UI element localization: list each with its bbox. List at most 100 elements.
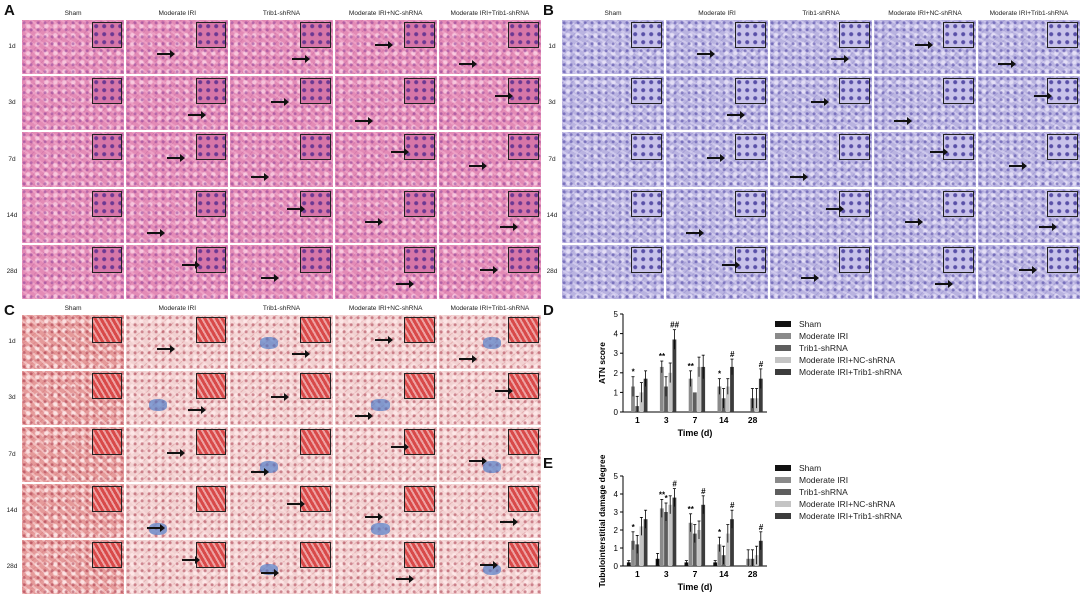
micrograph-tile: [562, 244, 664, 299]
chart-tubulointerstitial-damage-legend: Sham Moderate IRI Trib1-shRNA Moderate IRI+…: [775, 462, 902, 522]
arrow-marker: [1039, 223, 1058, 232]
micrograph-tile: [230, 315, 333, 370]
micrograph-tile: [126, 132, 229, 187]
panel-letter-b: B: [543, 2, 554, 19]
magnified-inset: [508, 317, 539, 343]
legend-label: Moderate IRI+Trib1-shRNA: [799, 367, 902, 377]
x-axis-label: Time (d): [678, 582, 713, 592]
micrograph-tile: [334, 539, 437, 594]
legend-swatch: [775, 357, 791, 363]
micrograph-tile: [334, 371, 437, 426]
bar: [672, 497, 677, 566]
bar: [701, 504, 706, 566]
significance-mark: **: [659, 352, 666, 361]
legend-swatch: [775, 489, 791, 495]
arrow-marker: [365, 513, 384, 522]
legend-swatch: [775, 369, 791, 375]
legend-label: Sham: [799, 319, 822, 329]
row-label: 14d: [6, 506, 18, 514]
y-axis-label: ATN score: [597, 342, 607, 384]
magnified-inset: [299, 190, 331, 217]
magnified-inset: [404, 246, 435, 273]
bar: [664, 512, 668, 566]
magnified-inset: [299, 246, 331, 273]
legend-label: Moderate IRI: [799, 475, 849, 485]
micrograph-tile: [22, 427, 125, 482]
bar: [684, 562, 689, 566]
magnified-inset: [91, 373, 123, 400]
significance-mark: *: [632, 368, 636, 377]
magnified-inset: [299, 317, 331, 343]
micrograph-tile: [230, 371, 333, 426]
magnified-inset: [943, 246, 974, 273]
significance-mark: #: [759, 523, 764, 532]
arrow-marker: [459, 355, 478, 364]
micrograph-tile: [438, 244, 541, 299]
significance-mark: #: [672, 480, 677, 489]
arrow-marker: [187, 406, 206, 415]
micrograph-tile: [666, 132, 768, 187]
arrow-marker: [182, 260, 201, 269]
row-label: 7d: [8, 450, 16, 458]
magnified-inset: [91, 134, 123, 161]
arrow-marker: [390, 148, 409, 157]
magnified-inset: [735, 190, 766, 217]
legend-swatch: [775, 333, 791, 339]
legend-item: Moderate IRI+Trib1-shRNA: [775, 510, 902, 522]
arrow-marker: [156, 344, 175, 353]
bar: [725, 386, 730, 412]
y-tick-label: 3: [614, 508, 619, 517]
micrograph-tile: [334, 20, 437, 75]
significance-mark: #: [759, 360, 764, 369]
arrow-marker: [469, 456, 488, 465]
column-header: Trib1-shRNA: [262, 10, 301, 17]
micrograph-tile: [22, 483, 125, 538]
micrograph-panel-masson: Sham Moderate IRI Trib1-shRNA Moderate IRI+…: [7, 305, 541, 594]
column-header: Moderate IRI+Trib1-shRNA: [450, 305, 530, 312]
magnified-inset: [195, 373, 227, 400]
magnified-inset: [91, 429, 123, 456]
micrograph-tile: [22, 371, 125, 426]
arrow-marker: [395, 574, 414, 583]
significance-mark: *: [632, 523, 636, 532]
fibrosis-blue-patch: [371, 523, 390, 536]
x-tick-label: 14: [719, 415, 729, 425]
magnified-inset: [631, 134, 662, 161]
y-tick-label: 1: [614, 544, 619, 553]
legend-label: Moderate IRI+NC-shRNA: [799, 355, 896, 365]
magnified-inset: [735, 22, 766, 48]
x-tick-label: 1: [635, 415, 640, 425]
y-tick-label: 4: [614, 330, 619, 339]
legend-item: Moderate IRI+NC-shRNA: [775, 498, 902, 510]
magnified-inset: [943, 22, 974, 48]
magnified-inset: [91, 541, 123, 568]
magnified-inset: [735, 134, 766, 161]
micrograph-tile: [666, 188, 768, 243]
legend-swatch: [775, 345, 791, 351]
row-label: 14d: [546, 211, 558, 219]
bar: [659, 366, 664, 412]
panel-letter-c: C: [4, 302, 15, 319]
magnified-inset: [404, 78, 435, 105]
bar: [631, 540, 635, 566]
arrow-marker: [727, 111, 746, 120]
magnified-inset: [195, 317, 227, 343]
magnified-inset: [943, 134, 974, 161]
magnified-inset: [508, 373, 539, 400]
arrow-marker: [469, 161, 488, 170]
bar: [626, 562, 631, 566]
arrow-marker: [355, 116, 373, 125]
arrow-marker: [146, 228, 165, 237]
column-header: Moderate IRI+NC-shRNA: [348, 305, 423, 312]
x-tick-label: 7: [693, 569, 698, 579]
legend-item: Trib1-shRNA: [775, 342, 902, 354]
bar: [664, 386, 668, 412]
bar: [730, 366, 734, 412]
arrow-marker: [146, 523, 165, 532]
legend-swatch: [775, 513, 791, 519]
bar: [631, 386, 635, 412]
micrograph-tile: [126, 76, 229, 131]
micrograph-tile: [230, 76, 333, 131]
micrograph-tile: [230, 539, 333, 594]
micrograph-tile: [126, 188, 229, 243]
